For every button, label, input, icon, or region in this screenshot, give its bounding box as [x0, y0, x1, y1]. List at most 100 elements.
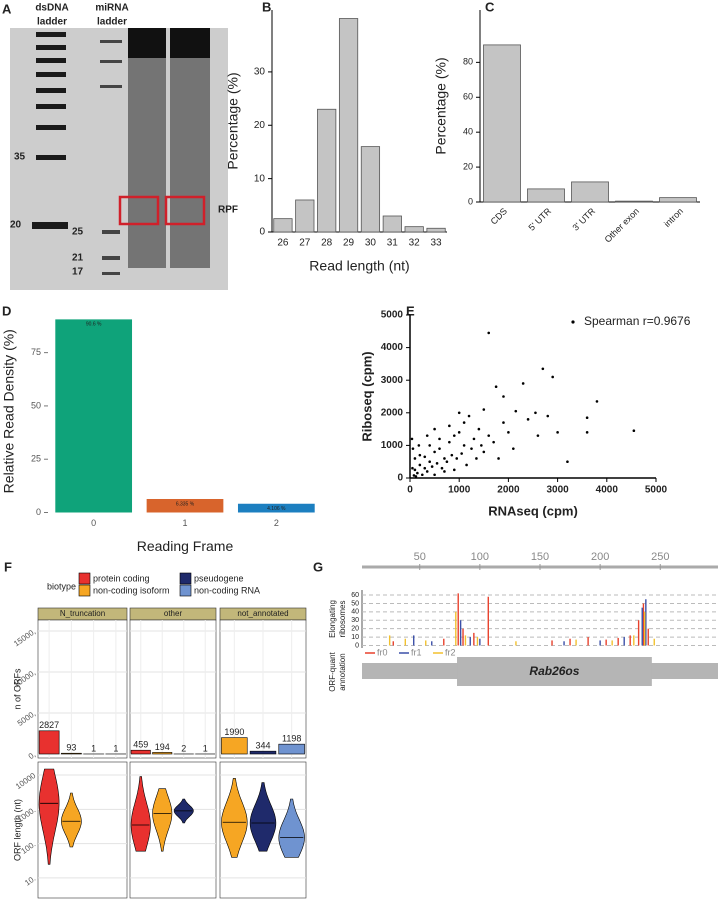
y-axis-title: Percentage (%)	[433, 57, 449, 154]
y-axis-title: Relative Read Density (%)	[1, 329, 17, 493]
bar	[615, 200, 653, 203]
point	[514, 409, 518, 413]
point	[425, 470, 429, 473]
mirna-bands	[100, 40, 122, 275]
x-tick-label: CDS	[489, 206, 510, 227]
point	[411, 447, 415, 450]
violin	[278, 798, 305, 858]
point	[482, 450, 486, 454]
marker-label: 25	[72, 227, 84, 238]
y-tick-label: 0,	[27, 750, 38, 761]
bar	[527, 188, 565, 203]
x-tick-label: 4000	[596, 485, 619, 496]
bar	[382, 215, 402, 233]
point	[457, 431, 461, 434]
band-label: RPF	[218, 205, 238, 216]
point	[430, 465, 434, 468]
y-tick-label: 10	[351, 634, 359, 641]
point	[526, 418, 530, 421]
x-tick-label: 2	[274, 518, 279, 528]
y-tick-label: 0	[397, 473, 403, 484]
point	[472, 437, 476, 441]
point	[448, 440, 451, 444]
panel-letter: A	[2, 1, 12, 16]
y-tick-label: 0	[259, 227, 265, 238]
point	[416, 471, 419, 475]
x-tick-label: 200	[591, 551, 609, 563]
x-tick-label: 26	[277, 238, 289, 249]
rpf-box	[164, 195, 206, 226]
point	[487, 434, 491, 437]
panel-letter: B	[262, 0, 271, 14]
annotation-title: ORF-quant	[328, 651, 337, 691]
point	[423, 466, 427, 470]
value-label: 194	[155, 742, 170, 752]
violin	[38, 768, 60, 865]
value-label: 344	[255, 741, 270, 751]
bar	[273, 218, 293, 233]
y-tick-label: 5000,	[16, 709, 38, 728]
point	[418, 453, 422, 457]
bar	[146, 498, 224, 513]
point	[462, 421, 466, 424]
point	[480, 444, 483, 447]
y-tick-label: 30	[351, 617, 359, 624]
point	[452, 434, 456, 437]
lane-label: dsDNA	[35, 3, 68, 14]
lane-label: miRNA	[95, 3, 128, 14]
point	[433, 427, 436, 431]
bar	[404, 226, 424, 233]
y-tick-label: 40	[351, 609, 359, 616]
bar	[249, 750, 277, 755]
point	[492, 440, 495, 444]
legend-label: non-coding isoform	[93, 585, 170, 595]
y-axis-title: Riboseq (cpm)	[359, 351, 374, 441]
legend-label: Spearman r=0.9676	[584, 314, 691, 328]
point	[428, 444, 431, 447]
y-tick-label: 20	[351, 626, 359, 633]
violin	[221, 778, 248, 858]
y-tick-label: 3000	[381, 375, 404, 386]
marker-label: 21	[72, 253, 84, 264]
point	[465, 463, 468, 467]
point	[411, 466, 414, 470]
panel-letter: E	[406, 303, 415, 318]
bar	[55, 319, 133, 513]
x-axis-title: RNAseq (cpm)	[488, 503, 578, 518]
y-tick-label: 20	[254, 120, 266, 131]
y-tick-label: 10.	[23, 874, 37, 888]
point	[412, 474, 416, 477]
point	[595, 400, 599, 403]
point	[433, 450, 436, 454]
point	[494, 385, 498, 389]
lane-label: ladder	[97, 17, 127, 28]
x-tick-label: Other exon	[603, 206, 642, 245]
legend-label: pseudogene	[194, 573, 244, 583]
point	[477, 427, 481, 431]
y-tick-label: 0	[468, 196, 473, 206]
value-label: 459	[133, 740, 148, 750]
point	[536, 434, 540, 437]
facet-label: not_annotated	[237, 609, 288, 618]
rpf-box	[118, 195, 160, 226]
point	[440, 466, 444, 470]
point	[417, 444, 421, 447]
legend-swatch	[179, 572, 192, 585]
x-tick-label: 29	[343, 238, 355, 249]
marker-label: 20	[10, 220, 22, 231]
lane-label: ladder	[37, 17, 67, 28]
value-label: 1990	[224, 727, 244, 737]
x-tick-label: 1	[182, 518, 187, 528]
legend-label: non-coding RNA	[194, 585, 260, 595]
bar	[317, 108, 337, 233]
y-axis-title: ribosomes	[338, 601, 347, 638]
bar	[571, 181, 609, 203]
y-axis-title: Elongating	[328, 600, 337, 638]
y-tick-label: 75	[31, 347, 41, 357]
point	[507, 431, 510, 434]
bar	[221, 737, 248, 755]
x-tick-label: 5' UTR	[526, 206, 553, 233]
bar	[483, 44, 521, 203]
gel-image	[10, 28, 228, 290]
